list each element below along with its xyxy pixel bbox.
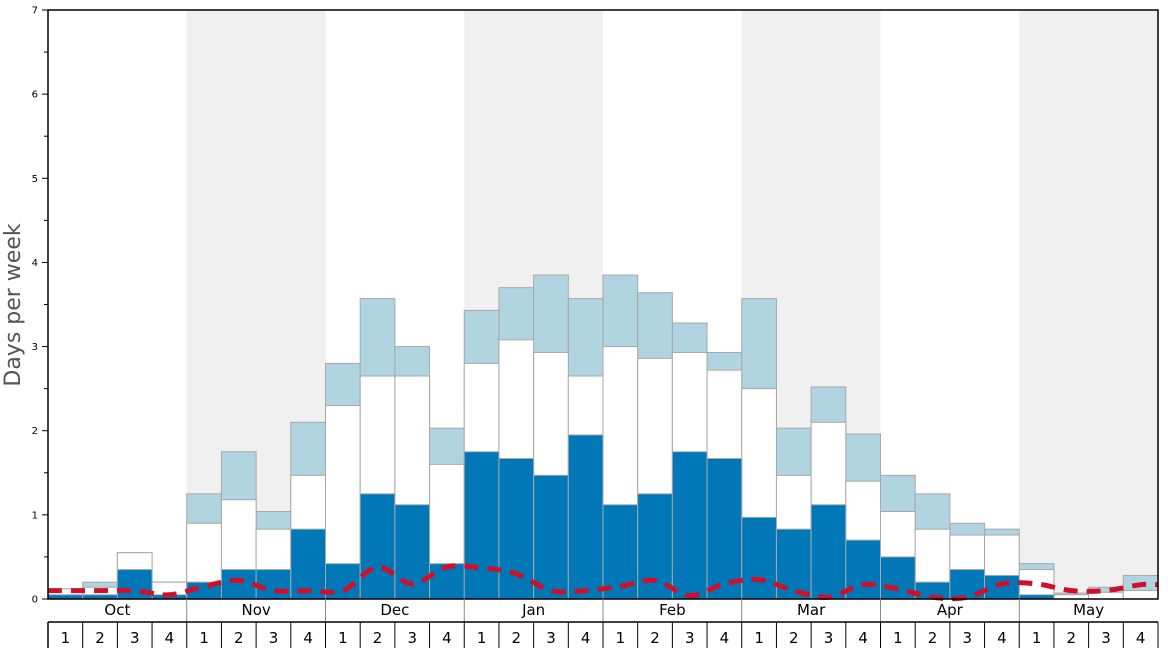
bar-bottom — [463, 451, 500, 600]
month-label: Dec — [380, 601, 409, 619]
week-label: 4 — [1136, 629, 1146, 647]
week-label: 2 — [95, 629, 105, 647]
y-tick-label: 4 — [32, 258, 38, 269]
bar-bottom — [533, 474, 569, 600]
week-label: 4 — [858, 629, 868, 647]
y-tick-label: 3 — [32, 342, 38, 353]
month-shade-may — [1019, 10, 1158, 599]
bar-middle — [1122, 590, 1159, 600]
week-label: 3 — [269, 629, 279, 647]
month-label: Feb — [659, 601, 686, 619]
month-axis: Oct Nov Dec Jan Feb Mar Apr May — [48, 599, 1158, 623]
bar-bottom — [984, 574, 1020, 600]
week-label: 3 — [685, 629, 695, 647]
week-label: 2 — [1067, 629, 1077, 647]
y-tick-label: 6 — [32, 90, 38, 101]
week-label: 1 — [893, 629, 903, 647]
bar-bottom — [290, 528, 326, 600]
week-label: 2 — [373, 629, 383, 647]
bar-bottom — [845, 539, 881, 600]
bar-bottom — [706, 457, 743, 600]
bar-bottom — [498, 457, 535, 600]
bar-bottom — [741, 516, 777, 600]
month-label: Mar — [797, 601, 826, 619]
week-label: 3 — [962, 629, 972, 647]
week-label: 1 — [754, 629, 764, 647]
week-label: 4 — [997, 629, 1007, 647]
y-tick-label: 2 — [32, 426, 38, 437]
bar-bottom — [810, 504, 847, 600]
week-label: 3 — [407, 629, 417, 647]
week-axis: 1 2 3 4 1 2 3 4 1 2 3 4 1 2 3 4 1 2 3 4 1 2 3 4 1 2 3 4 1 2 3 4 — [47, 622, 1159, 648]
y-tick-label: 7 — [32, 6, 38, 17]
y-axis-title: Days per week — [1, 223, 26, 386]
week-label: 3 — [546, 629, 556, 647]
week-label: 1 — [61, 629, 71, 647]
bar-bottom — [671, 451, 708, 600]
week-label: 2 — [512, 629, 522, 647]
month-label: Jan — [521, 601, 545, 619]
dashed-line — [48, 563, 1159, 602]
month-label: Apr — [937, 601, 964, 619]
week-label: 4 — [720, 629, 730, 647]
week-label: 3 — [824, 629, 834, 647]
month-label: May — [1073, 601, 1104, 619]
week-label: 4 — [165, 629, 175, 647]
week-label: 2 — [650, 629, 660, 647]
week-label: 1 — [1032, 629, 1042, 647]
bar-series — [47, 274, 1159, 600]
week-label: 4 — [303, 629, 313, 647]
week-label: 1 — [199, 629, 209, 647]
week-label: 1 — [616, 629, 626, 647]
bar-bottom — [116, 569, 153, 600]
week-label: 2 — [789, 629, 799, 647]
y-tick-label: 5 — [32, 174, 38, 185]
week-label: 2 — [928, 629, 938, 647]
week-label: 1 — [338, 629, 348, 647]
y-axis: 0 1 2 3 4 5 6 7 — [32, 6, 48, 606]
week-label: 1 — [477, 629, 487, 647]
week-label: 4 — [442, 629, 452, 647]
bar-bottom — [220, 569, 257, 600]
bar-bottom — [359, 493, 396, 600]
week-label: 3 — [1101, 629, 1111, 647]
bar-bottom — [255, 569, 292, 600]
month-label: Nov — [241, 601, 270, 619]
week-label: 2 — [234, 629, 244, 647]
bar-bottom — [567, 434, 604, 600]
y-tick-label: 0 — [32, 595, 38, 606]
week-label: 3 — [130, 629, 140, 647]
week-label: 4 — [581, 629, 591, 647]
y-tick-label: 1 — [32, 510, 38, 521]
month-label: Oct — [104, 601, 130, 619]
dashed-series — [48, 563, 1159, 602]
